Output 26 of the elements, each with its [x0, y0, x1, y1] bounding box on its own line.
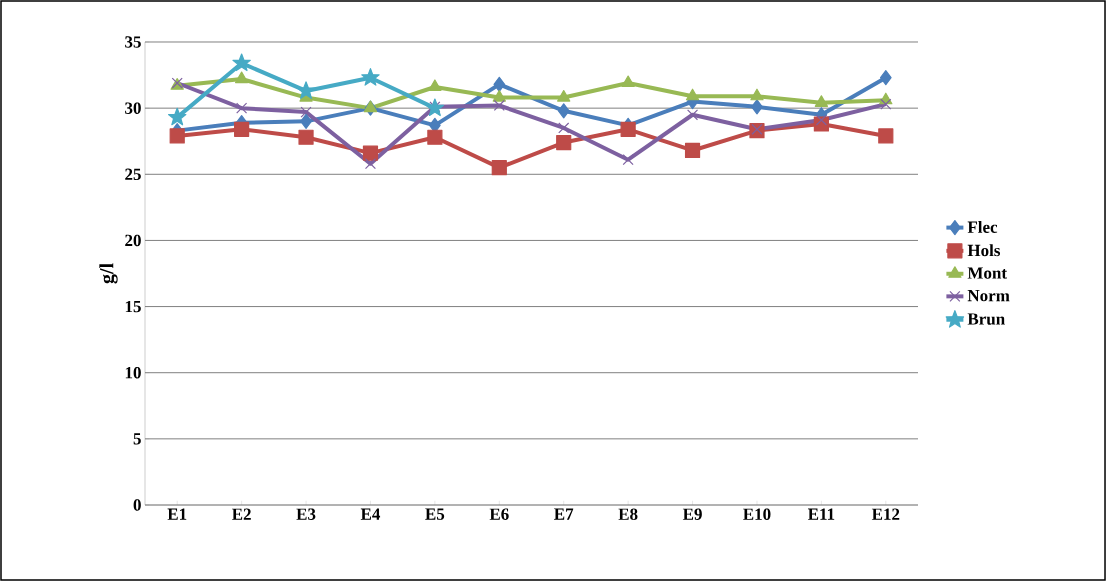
x-tick-label: E5 — [425, 508, 445, 520]
x-tick-label: E10 — [743, 508, 771, 520]
legend-label: Mont — [967, 267, 1007, 279]
y-tick-label: 20 — [125, 234, 141, 247]
x-tick-label: E7 — [554, 508, 574, 520]
legend-label: Flec — [967, 220, 998, 233]
y-tick-label: 25 — [125, 168, 141, 180]
x-tick-label: E4 — [360, 508, 381, 520]
x-tick-label: E8 — [618, 508, 638, 520]
x-tick-label: E3 — [296, 508, 316, 520]
legend-label: Brun — [967, 313, 1005, 325]
legend-label: Hols — [967, 244, 1001, 257]
x-tick-label: E6 — [489, 508, 509, 520]
y-tick-label: 0 — [133, 499, 141, 511]
y-tick-label: 30 — [125, 102, 141, 114]
x-tick-label: E12 — [871, 508, 900, 520]
y-tick-label: 35 — [125, 36, 141, 48]
y-axis-title: g/l — [99, 263, 118, 284]
x-tick-label: E2 — [232, 508, 251, 520]
y-tick-label: 5 — [133, 433, 141, 445]
y-tick-label: 15 — [125, 300, 141, 313]
y-tick-label: 10 — [125, 366, 141, 379]
legend-label: Norm — [967, 290, 1010, 302]
x-tick-label: E1 — [167, 508, 187, 520]
x-tick-label: E11 — [807, 508, 835, 520]
x-tick-label: E9 — [682, 508, 702, 520]
